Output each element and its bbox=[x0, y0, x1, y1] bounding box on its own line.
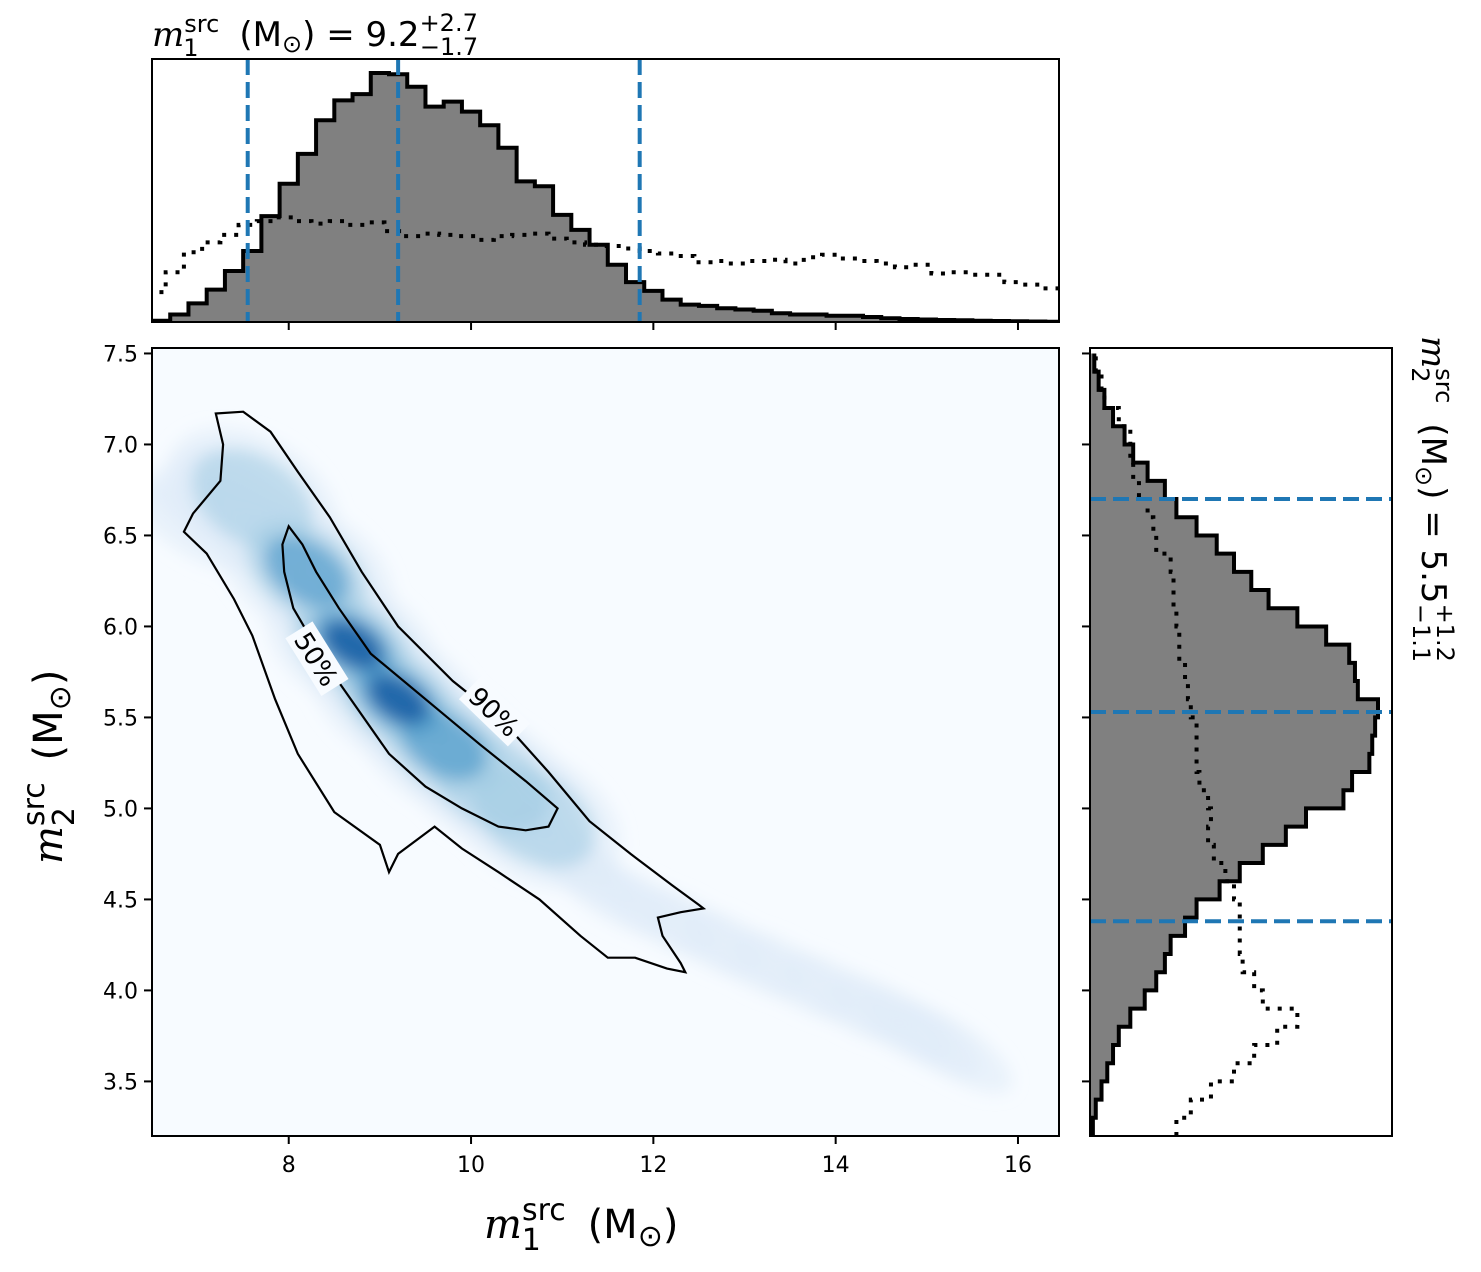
y-tick-label: 7.0 bbox=[103, 433, 138, 458]
m2-marginal-panel bbox=[1082, 347, 1393, 1137]
y-tick-label: 7.5 bbox=[103, 342, 138, 367]
x-tick-label: 12 bbox=[639, 1153, 667, 1178]
m1-marginal-panel bbox=[151, 58, 1060, 330]
contour-label-gap bbox=[285, 621, 349, 696]
m1-posterior-histogram-fill bbox=[152, 73, 1059, 322]
y-tick-label: 4.0 bbox=[103, 979, 138, 1004]
y-tick-label: 5.5 bbox=[103, 706, 138, 731]
density-core-blob bbox=[322, 620, 383, 669]
m1-prior-histogram bbox=[152, 215, 1059, 295]
m2-panel-frame bbox=[1089, 347, 1393, 1137]
density-core-blob bbox=[400, 709, 487, 780]
contour-90-percent bbox=[182, 410, 707, 974]
m1-posterior-histogram-outline bbox=[152, 71, 1059, 322]
contour-50-percent bbox=[281, 523, 559, 832]
y-axis-label-group: msrc2 (M⊙) bbox=[17, 670, 82, 864]
m1-marginal-title: msrc 1 (M⊙) = 9.2+2.7 −1.7 bbox=[152, 9, 478, 62]
y-tick-label: 6.0 bbox=[103, 615, 138, 640]
x-tick-label: 8 bbox=[282, 1153, 296, 1178]
y-tick-label: 3.5 bbox=[103, 1070, 138, 1095]
density-core-blob bbox=[368, 675, 429, 724]
joint-panel-frame bbox=[151, 347, 1060, 1137]
y-tick-label: 5.0 bbox=[103, 797, 138, 822]
m2-posterior-histogram-fill bbox=[1090, 353, 1378, 1136]
y-tick-label: 6.5 bbox=[103, 524, 138, 549]
x-tick-label: 14 bbox=[822, 1153, 850, 1178]
y-tick-label: 4.5 bbox=[103, 888, 138, 913]
x-tick-label: 16 bbox=[1004, 1153, 1032, 1178]
y-axis-label: msrc2 (M⊙) bbox=[17, 670, 82, 864]
m1-panel-frame bbox=[151, 58, 1060, 323]
m2-marginal-title-group: msrc2 (M⊙) = 5.5+1.2−1.1 bbox=[1406, 336, 1459, 662]
x-axis-label: msrc 1 (M⊙) bbox=[484, 1193, 678, 1258]
contour-label-gap bbox=[458, 676, 531, 747]
m2-marginal-title: msrc2 (M⊙) = 5.5+1.2−1.1 bbox=[1406, 336, 1459, 662]
density-heatmap bbox=[152, 427, 1013, 1094]
density-tail-blob bbox=[892, 1003, 1013, 1094]
joint-density-panel: 50%90% 8 10 12 14 16 3.54.04.55.05.56.06.57.… bbox=[103, 342, 1060, 1178]
x-tick-label: 10 bbox=[457, 1153, 485, 1178]
m2-posterior-histogram-outline bbox=[1090, 353, 1380, 1136]
